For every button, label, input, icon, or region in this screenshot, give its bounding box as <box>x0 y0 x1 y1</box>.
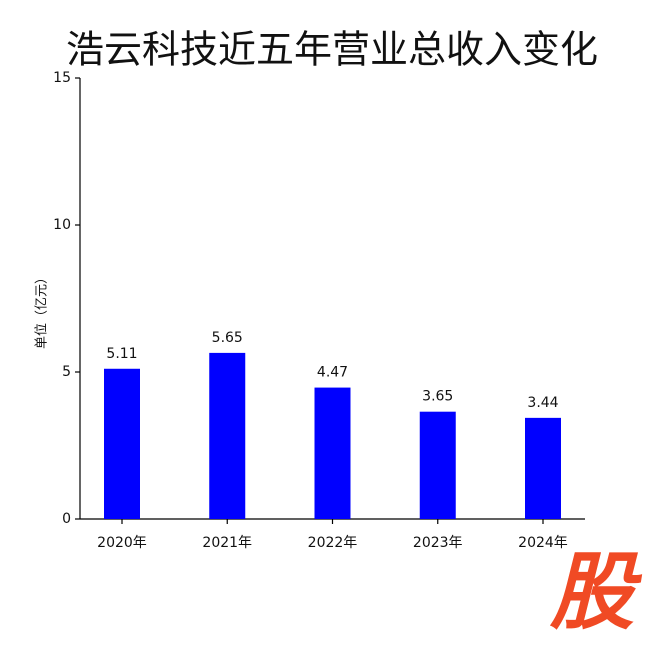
value-label: 5.11 <box>106 346 137 362</box>
bar <box>209 352 246 519</box>
watermark-logo: 股 <box>549 543 643 641</box>
value-label: 3.65 <box>422 389 453 405</box>
chart-title: 浩云科技近五年营业总收入变化 <box>66 28 598 72</box>
value-label: 4.47 <box>317 365 348 381</box>
y-tick-label: 10 <box>53 217 71 233</box>
bar <box>419 411 456 519</box>
y-tick-label: 5 <box>62 364 71 380</box>
y-tick-label: 15 <box>53 70 71 86</box>
x-tick-label: 2024年 <box>518 535 568 551</box>
bar <box>525 417 561 519</box>
bar <box>314 387 351 519</box>
x-tick-label: 2023年 <box>413 535 463 551</box>
x-tick-label: 2020年 <box>97 535 147 551</box>
value-label: 5.65 <box>212 330 243 346</box>
y-tick-label: 0 <box>62 511 71 527</box>
x-tick-label: 2021年 <box>202 535 252 551</box>
value-label: 3.44 <box>527 395 558 411</box>
x-tick-label: 2022年 <box>308 535 358 551</box>
y-axis-label: 单位（亿元） <box>35 271 50 349</box>
bar <box>104 368 140 519</box>
